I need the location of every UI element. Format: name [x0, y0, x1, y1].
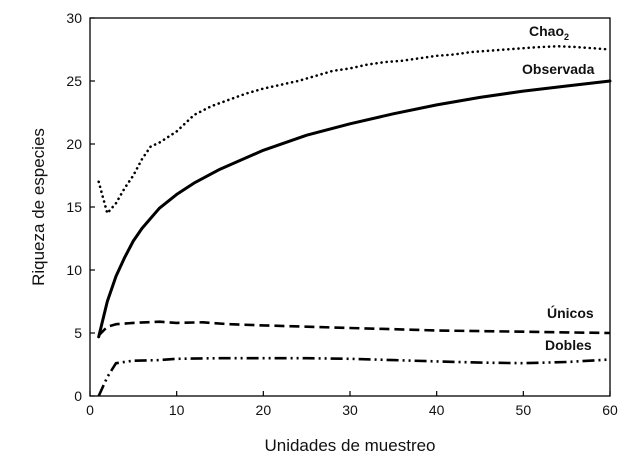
x-tick-label: 40 — [429, 402, 445, 418]
y-tick-label: 20 — [66, 136, 82, 152]
x-tick-label: 60 — [602, 402, 618, 418]
series-label-chao2: Chao2 — [529, 23, 569, 42]
y-axis-title: Riqueza de especies — [29, 128, 48, 286]
y-tick-label: 30 — [66, 10, 82, 26]
x-tick-label: 0 — [86, 402, 94, 418]
x-tick-label: 50 — [516, 402, 532, 418]
x-tick-label: 20 — [256, 402, 272, 418]
y-tick-label: 0 — [74, 388, 82, 404]
y-axis: 0 5 10 15 20 25 30 — [66, 10, 95, 404]
series-label-chao2-sub: 2 — [564, 32, 569, 42]
series-line--nicos — [97, 320, 611, 337]
series-label-chao2-main: Chao — [529, 23, 564, 39]
series-labels: Chao2 Observada Únicos Dobles — [522, 23, 595, 353]
series-label-dobles: Dobles — [545, 337, 592, 353]
series-line-chao2 — [97, 44, 612, 215]
x-axis: 0 10 20 30 40 50 60 — [86, 391, 618, 418]
series-line-observada — [97, 79, 612, 339]
y-tick-label: 15 — [66, 199, 82, 215]
y-tick-label: 25 — [66, 73, 82, 89]
series-label-observada: Observada — [522, 61, 595, 77]
x-tick-label: 30 — [342, 402, 358, 418]
series-label-unicos: Únicos — [547, 304, 594, 321]
series-layer — [97, 44, 612, 397]
series-line-dobles — [97, 356, 611, 397]
y-tick-label: 5 — [74, 325, 82, 341]
y-tick-label: 10 — [66, 262, 82, 278]
x-axis-title: Unidades de muestreo — [264, 436, 435, 455]
x-tick-label: 10 — [169, 402, 185, 418]
